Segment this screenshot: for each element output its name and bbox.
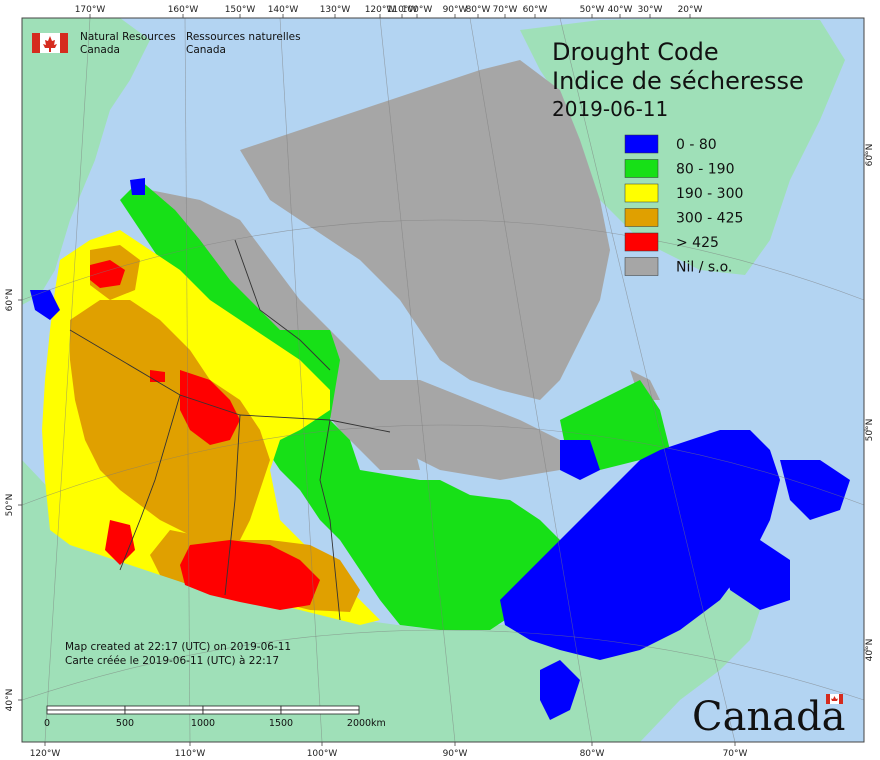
maple-leaf-icon [43,36,57,52]
scale-segment-bottom [202,709,282,715]
agency-en-line2: Canada [80,44,120,56]
bottom-tick-label: 110°W [175,749,206,759]
left-tick-label: 40°N [5,689,15,712]
top-tick-label: 70°W [493,5,518,15]
top-tick-label: 30°W [638,5,663,15]
legend-label: Nil / s.o. [676,260,732,276]
map-date: 2019-06-11 [552,97,668,121]
legend-label: 0 - 80 [676,137,717,153]
credit-en: Map created at 22:17 (UTC) on 2019-06-11 [65,641,291,653]
foreign-land [22,18,845,742]
top-tick-label: 80°W [466,5,491,15]
legend-swatch [624,208,659,227]
top-tick-label: 170°W [75,5,106,15]
flag-right-bar [60,33,68,53]
bottom-tick-label: 70°W [723,749,748,759]
bottom-tick-label: 90°W [443,749,468,759]
agency-fr-line2: Canada [186,44,226,56]
scale-label: 500 [116,718,134,729]
flag-left-bar [32,33,40,53]
top-tick-label: 50°W [580,5,605,15]
legend-swatch [624,257,659,276]
top-tick-label: 90°W [443,5,468,15]
right-axis-ticks: 60°N 50°N 40°N [864,144,875,662]
scale-segment-top [202,705,282,711]
map-frame [21,17,865,743]
legend-label: 190 - 300 [676,186,743,202]
scale-unit: km [371,718,386,729]
nrcan-signature: Natural Resources Canada Ressources natu… [32,31,301,56]
top-tick-label: 40°W [608,5,633,15]
provincial-boundaries [69,239,391,621]
bottom-tick-label: 100°W [307,749,338,759]
bottom-tick-label: 120°W [30,749,61,759]
top-tick-label: 140°W [268,5,299,15]
bottom-axis-ticks: 120°W 110°W 100°W 90°W 80°W 70°W [30,742,748,759]
top-axis-ticks: 170°W 160°W 150°W 140°W 130°W 120°W110°W100°W… [75,5,703,18]
top-tick-label: 160°W [168,5,199,15]
top-tick-label: 100°W [402,5,433,15]
legend-label: 80 - 190 [676,162,735,178]
scale-segment-bottom [280,709,360,715]
scale-label: 1500 [269,718,293,729]
legend: 0 - 80 80 - 190 190 - 300 300 - 425 > 425 Nil… [624,134,743,276]
scale-segment-bottom [46,709,126,715]
scale-segment-top [280,705,360,711]
map-title-fr: Indice de sécheresse [552,67,804,95]
top-tick-label: 130°W [320,5,351,15]
top-tick-label: 120°W [365,5,396,15]
legend-label: > 425 [676,235,719,251]
scale-label: 2000 [347,718,371,729]
wordmark-flag-icon [826,694,843,704]
credit-fr: Carte créée le 2019-06-11 (UTC) à 22:17 [65,655,279,667]
legend-swatch [624,159,659,178]
right-tick-label: 60°N [865,144,875,167]
scale-label: 1000 [191,718,215,729]
scale-segment-top [46,705,126,711]
left-axis-ticks: 60°N 50°N 40°N [5,289,22,712]
scale-bar: 0 500 1000 1500 2000 km [44,705,386,729]
drought-zones [30,178,850,720]
agency-en-line1: Natural Resources [80,31,176,43]
canada-wordmark: Canada [692,694,846,740]
scale-label: 0 [44,718,50,729]
bottom-tick-label: 80°W [580,749,605,759]
top-tick-label: 110°W [387,5,418,15]
agency-fr-line1: Ressources naturelles [186,31,301,43]
graticule [21,17,865,743]
right-tick-label: 50°N [865,419,875,442]
top-tick-label: 60°W [523,5,548,15]
left-tick-label: 50°N [5,494,15,517]
map-title-en: Drought Code [552,38,719,66]
top-tick-label: 20°W [678,5,703,15]
legend-swatch [624,134,659,154]
legend-swatch [624,232,659,252]
scale-segment-bottom [124,709,204,715]
scale-segment-top [124,705,204,711]
right-tick-label: 40°N [865,639,875,662]
legend-swatch [624,183,659,203]
top-tick-label: 150°W [225,5,256,15]
legend-label: 300 - 425 [676,211,743,227]
left-tick-label: 60°N [5,289,15,312]
